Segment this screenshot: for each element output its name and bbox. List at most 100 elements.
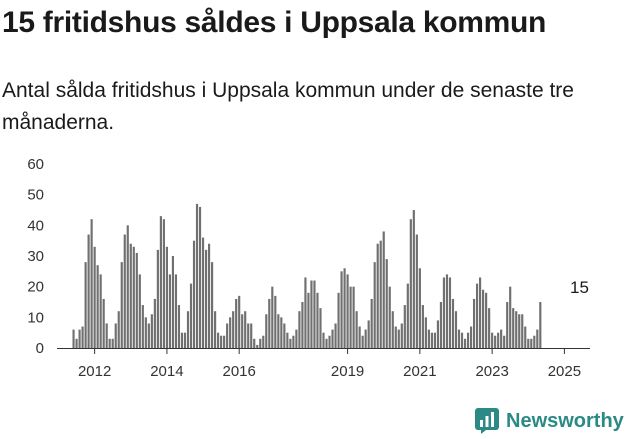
bar — [494, 335, 497, 348]
bar — [292, 335, 295, 348]
bar — [482, 289, 485, 348]
bar — [214, 311, 217, 348]
bar — [373, 262, 376, 348]
bar — [479, 277, 482, 348]
bar — [439, 302, 443, 348]
bar — [144, 317, 147, 348]
bar — [331, 329, 334, 348]
bar — [189, 283, 193, 348]
bar — [337, 292, 340, 348]
y-tick-label: 30 — [27, 248, 44, 265]
bar — [379, 240, 382, 348]
x-tick-label: 2014 — [150, 363, 183, 380]
bar — [421, 305, 424, 348]
bar — [316, 292, 319, 348]
bar — [75, 338, 78, 348]
bar — [105, 323, 108, 348]
bar — [349, 286, 352, 348]
bar — [238, 295, 241, 348]
bar — [409, 219, 412, 348]
bar — [211, 262, 214, 348]
bar — [195, 203, 199, 348]
bar — [87, 234, 90, 348]
bar — [503, 335, 506, 348]
x-tick-label: 2012 — [78, 363, 111, 380]
bar — [111, 338, 114, 348]
bar — [217, 332, 220, 348]
bar — [433, 332, 436, 348]
bar — [388, 286, 391, 348]
x-tick-label: 2019 — [331, 363, 364, 380]
bar — [81, 326, 84, 348]
bar — [138, 274, 141, 348]
brand-name: Newsworthy — [506, 409, 624, 432]
newsworthy-chart-icon — [475, 408, 499, 434]
bar — [313, 280, 316, 348]
bar — [355, 311, 358, 348]
bar — [475, 283, 479, 348]
chart-title: 15 fritidshus såldes i Uppsala kommun — [2, 6, 547, 39]
bar — [295, 329, 298, 348]
bar — [406, 283, 409, 348]
bar — [72, 329, 75, 348]
bar — [123, 234, 126, 348]
bar — [207, 243, 211, 348]
bar — [78, 329, 81, 348]
bar — [271, 286, 274, 348]
bar — [177, 305, 181, 348]
bar — [298, 311, 301, 348]
chart-subtitle: Antal sålda fritidshus i Uppsala kommun … — [2, 79, 574, 134]
bar — [277, 314, 280, 348]
y-tick-label: 40 — [27, 217, 44, 234]
bar — [454, 311, 458, 348]
bar — [223, 335, 226, 348]
bar — [204, 249, 208, 348]
bar — [472, 298, 476, 348]
bar — [165, 246, 168, 348]
bar — [156, 249, 159, 348]
bar — [515, 311, 518, 348]
bar — [527, 338, 530, 348]
bar — [500, 329, 503, 348]
bar — [412, 210, 415, 348]
bar — [96, 265, 99, 348]
bar — [153, 298, 156, 348]
bar — [262, 335, 265, 348]
bar — [448, 277, 452, 348]
bar — [403, 305, 406, 348]
x-tick-label: 2025 — [548, 363, 581, 380]
bar — [457, 329, 461, 348]
bar — [445, 274, 449, 348]
y-tick-label: 0 — [36, 340, 44, 357]
bar — [99, 274, 102, 348]
bar — [524, 326, 527, 348]
bar — [171, 256, 175, 348]
bar — [93, 246, 96, 348]
bar — [325, 338, 328, 348]
bar — [334, 323, 337, 348]
bar — [463, 338, 467, 348]
bar — [451, 298, 455, 348]
bar — [129, 243, 132, 348]
bar — [539, 302, 542, 348]
bar-annotations: 15 — [570, 278, 589, 297]
bar — [253, 338, 256, 348]
bar — [322, 332, 325, 348]
x-axis: 2012 2014 2016 2019 2021 2023 2025 — [78, 348, 581, 380]
bar — [367, 320, 370, 348]
bar — [232, 311, 235, 348]
bar — [201, 237, 205, 348]
bar — [376, 243, 379, 348]
bar — [274, 295, 277, 348]
bar — [512, 308, 515, 348]
bar — [382, 231, 385, 348]
bar — [241, 314, 244, 348]
bar — [364, 329, 367, 348]
bar — [90, 219, 93, 348]
bar — [497, 332, 500, 348]
bar — [180, 332, 184, 348]
newsworthy-logo[interactable]: Newsworthy — [475, 404, 624, 438]
bar — [301, 302, 304, 348]
bar — [385, 259, 388, 348]
